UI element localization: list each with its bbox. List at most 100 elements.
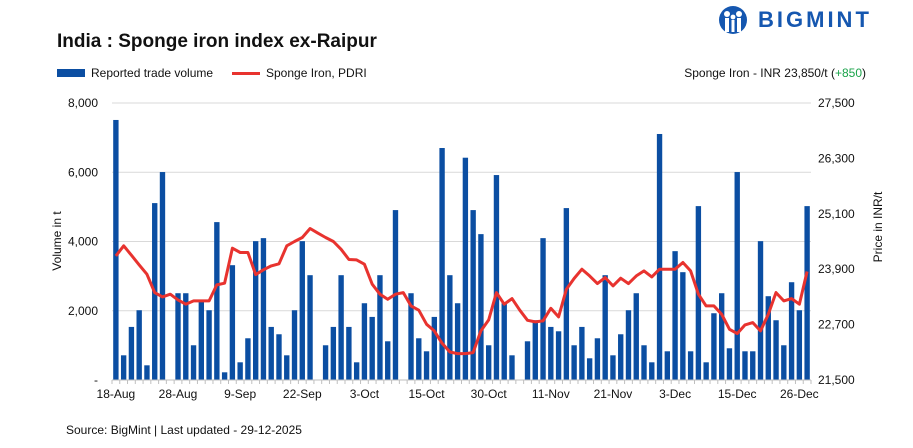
x-tick-label: 15-Oct [409,387,446,401]
x-tick-label: 18-Aug [97,387,136,401]
volume-bar [361,303,368,380]
volume-bar [128,326,135,380]
volume-bar [493,175,500,380]
volume-bar [190,345,197,380]
price-change: +850 [834,66,862,80]
summary-text: Sponge Iron - INR 23,850/t ( [684,66,835,80]
y2-tick-label: 27,500 [818,96,855,110]
volume-bar [586,358,593,380]
volume-bar [501,303,507,380]
volume-bar [159,172,166,380]
source-note: Source: BigMint | Last updated - 29-12-2… [66,423,302,437]
volume-bar [750,351,756,380]
volume-bar [462,157,469,380]
volume-bar [229,265,236,380]
volume-bar [726,348,733,380]
y-tick-label: 4,000 [68,235,98,249]
volume-bar [245,338,251,380]
volume-bar [625,310,632,380]
volume-bar [346,326,352,380]
brand-logo: BIGMINT [716,5,872,35]
x-tick-label: 30-Oct [471,387,508,401]
x-tick-label: 26-Dec [780,387,819,401]
volume-bar [330,326,337,380]
volume-bar [291,310,298,380]
legend-bar-swatch [57,69,85,77]
volume-bar [532,320,538,380]
volume-bar [113,119,119,380]
volume-bar [276,334,282,380]
volume-bar [656,133,663,380]
brand-name: BIGMINT [758,7,872,32]
volume-bar [734,172,740,380]
volume-bar [470,210,476,380]
volume-bar [183,293,189,380]
volume-bar [649,362,655,380]
y-tick-label: 6,000 [68,165,98,179]
volume-bar [253,241,259,380]
volume-bar [548,326,554,380]
x-tick-label: 11-Nov [532,387,570,401]
volume-bar [719,293,725,380]
volume-bar [555,331,562,380]
volume-bar [416,338,422,380]
volume-bar [268,326,274,380]
y-tick-label: 8,000 [68,96,98,110]
y2-tick-label: 21,500 [818,373,855,387]
volume-bar [447,275,453,380]
price-line [114,227,809,356]
y2-axis-title: Price in INR/t [871,191,885,262]
volume-bar [299,241,305,380]
volume-bar [594,338,601,380]
volume-bar [633,293,639,380]
volume-bar [687,351,694,380]
volume-bar [540,238,546,380]
volume-bar [385,341,391,380]
x-tick-label: 22-Sep [283,387,322,401]
volume-bar [307,275,313,380]
y2-tick-label: 22,700 [818,318,855,332]
volume-bar [788,282,795,380]
y2-tick-label: 26,300 [818,151,855,165]
volume-bar [781,345,787,380]
volume-bar [664,351,670,380]
volume-bar [353,362,360,380]
volume-bar [284,355,290,380]
volume-bar [454,303,461,380]
summary-suffix: ) [862,66,866,80]
volume-bar [796,310,803,380]
x-tick-label: 3-Oct [350,387,380,401]
volume-bar [602,275,608,380]
volume-bar [579,326,585,380]
x-tick-label: 21-Nov [594,387,633,401]
volume-bar [377,275,383,380]
y2-tick-label: 25,100 [818,207,855,221]
volume-bar [765,296,771,380]
legend-label: Reported trade volume [91,66,214,80]
legend-item-volume: Reported trade volume [57,66,213,80]
volume-bar [136,310,142,380]
volume-bar [120,355,127,380]
volume-bar [773,320,779,380]
volume-bar [618,334,624,380]
volume-bar [423,351,430,380]
volume-bar [214,222,220,380]
volume-bar [221,372,228,380]
volume-bar [322,345,329,380]
volume-bar [338,275,344,380]
volume-bar [431,316,437,380]
x-tick-label: 3-Dec [659,387,691,401]
y-tick-label: 2,000 [68,304,98,318]
volume-bar [144,365,150,380]
price-summary: Sponge Iron - INR 23,850/t (+850) [684,66,866,80]
x-tick-label: 15-Dec [718,387,757,401]
volume-bar [610,355,616,380]
volume-bar [641,345,647,380]
volume-bar [369,316,375,380]
legend-item-price: Sponge Iron, PDRI [232,66,367,80]
x-tick-label: 28-Aug [159,387,198,401]
volume-bar [804,206,810,380]
volume-bar [237,362,243,380]
y2-tick-label: 23,900 [818,262,855,276]
